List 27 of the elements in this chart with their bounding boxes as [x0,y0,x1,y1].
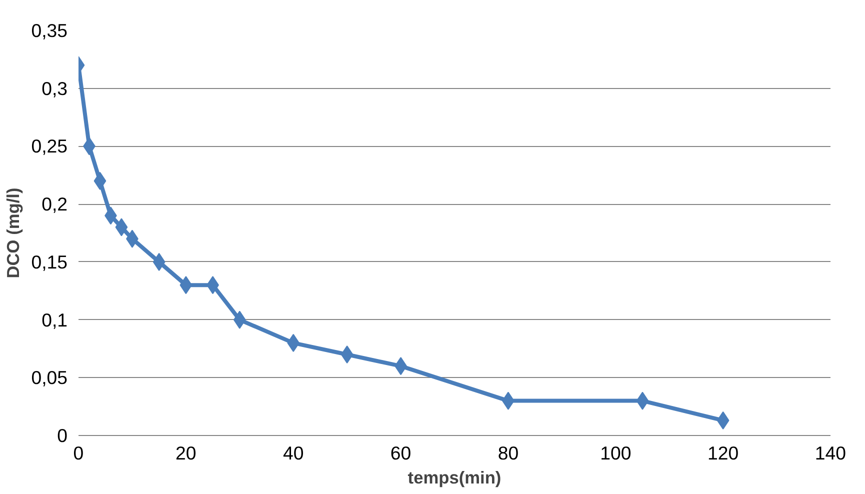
y-tick-label: 0,35 [31,20,68,41]
point [636,392,649,410]
y-axis-title: DCO (mg/l) [3,188,24,278]
x-tick-label: 40 [282,442,304,464]
point [340,346,354,364]
x-tick-label: 120 [708,442,739,464]
x-axis-title: temps(min) [408,468,502,488]
y-tick-label: 0,1 [42,309,68,330]
x-tick-label: 80 [498,442,519,464]
point [716,411,730,430]
x-tick-label: 20 [176,442,196,464]
point [94,172,106,190]
y-tick-label: 0,25 [31,136,68,157]
x-tick-label: 140 [814,442,846,464]
point [287,334,300,352]
point [152,252,166,271]
point [115,218,128,236]
x-tick-label: 100 [600,442,632,464]
x-tick-label: 0 [73,442,84,464]
point [233,310,246,329]
y-tick-label: 0,3 [42,78,68,99]
y-tick-label: 0,05 [31,367,68,388]
y-tick-label: 0,2 [42,194,68,215]
y-tick-label: 0,15 [31,251,68,272]
y-tick-label: 0 [57,425,68,446]
point [180,276,192,294]
x-tick-label: 60 [390,442,412,464]
